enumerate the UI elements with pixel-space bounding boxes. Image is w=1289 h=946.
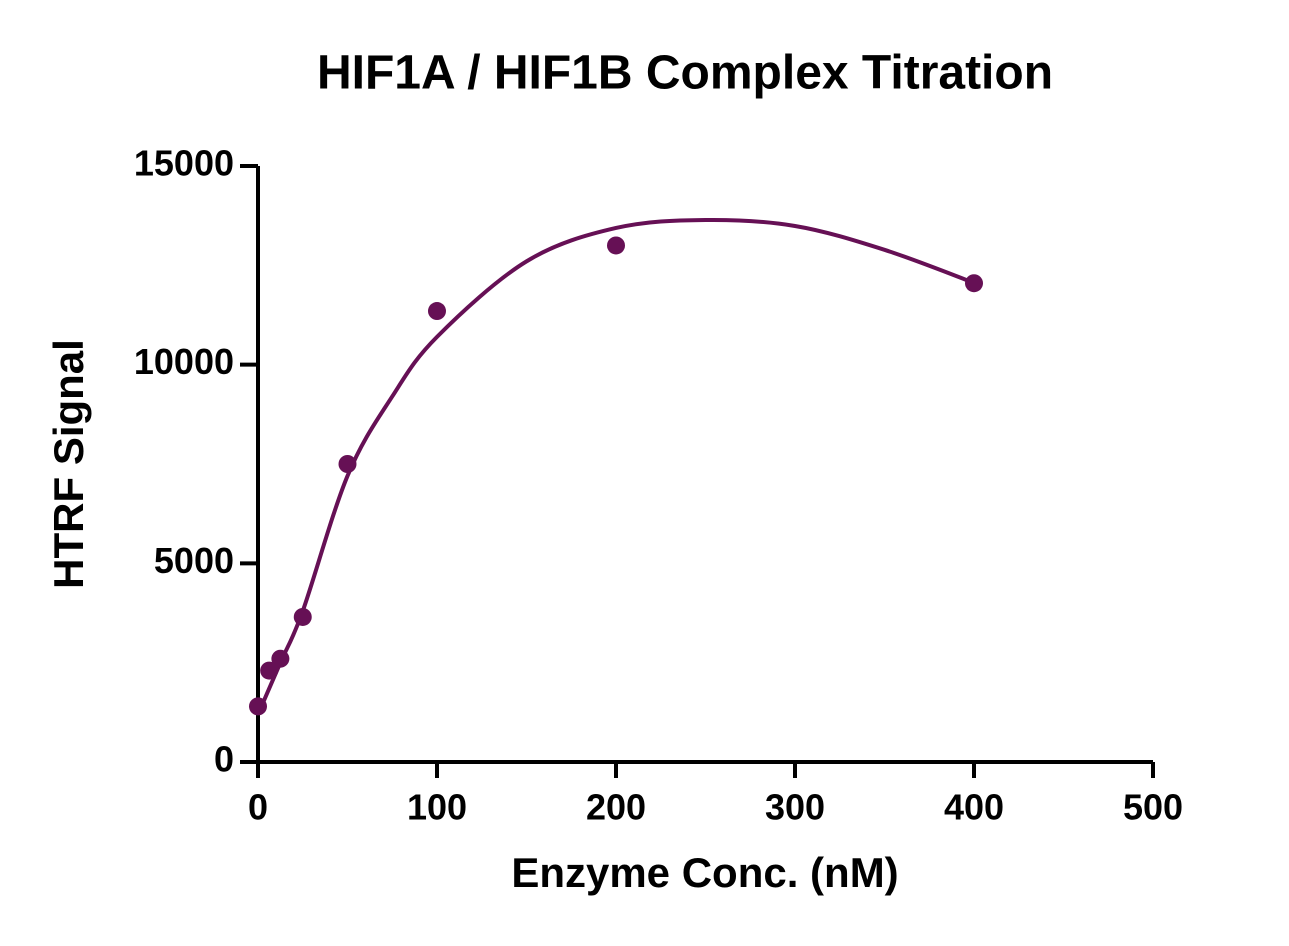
x-tick-label: 500	[1123, 787, 1183, 828]
data-point	[260, 661, 279, 680]
x-tick-label: 400	[944, 787, 1004, 828]
data-point	[607, 236, 625, 255]
data-point	[249, 697, 267, 716]
y-tick-label: 15000	[134, 143, 234, 184]
data-point	[428, 302, 446, 321]
fit-curve	[256, 217, 975, 716]
x-tick-label: 0	[248, 787, 268, 828]
data-point	[293, 607, 312, 626]
data-point	[271, 649, 290, 668]
y-tick-label: 0	[214, 739, 234, 780]
y-tick-label: 5000	[154, 540, 234, 581]
y-axis-label: HTRF Signal	[45, 339, 92, 589]
data-point	[965, 274, 983, 293]
x-tick-label: 200	[586, 787, 646, 828]
x-axis-label: Enzyme Conc. (nM)	[511, 849, 898, 896]
y-tick-label: 10000	[134, 341, 234, 382]
chart-title: HIF1A / HIF1B Complex Titration	[317, 47, 1053, 100]
data-point	[338, 455, 357, 473]
x-tick-label: 300	[765, 787, 825, 828]
x-tick-label: 100	[407, 787, 467, 828]
